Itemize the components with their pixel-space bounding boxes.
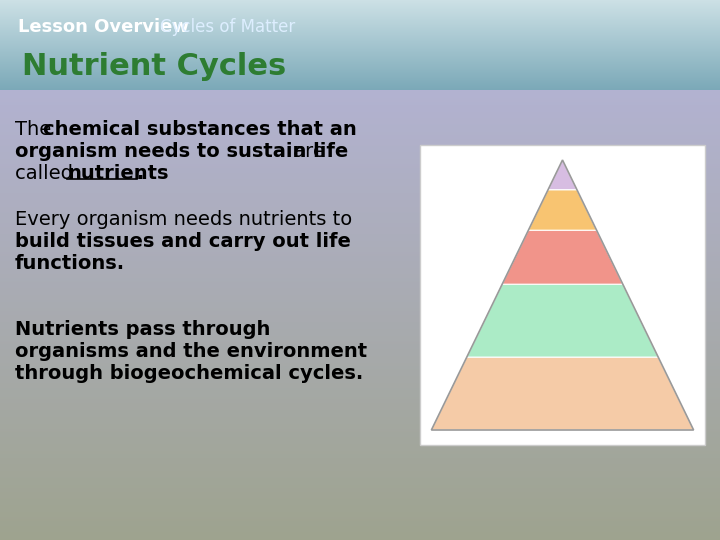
Text: Nutrient Cycles: Nutrient Cycles [22,52,287,81]
Text: chemical substances that an: chemical substances that an [43,120,356,139]
Polygon shape [467,284,658,357]
Text: Nutrients pass through: Nutrients pass through [15,320,271,339]
Bar [420,145,705,445]
Polygon shape [528,190,597,230]
Text: through biogeochemical cycles.: through biogeochemical cycles. [15,364,364,383]
Text: called: called [15,164,79,183]
Text: Lesson Overview: Lesson Overview [18,18,189,36]
Text: nutrients: nutrients [67,164,168,183]
Text: build tissues and carry out life: build tissues and carry out life [15,232,351,251]
Text: organisms and the environment: organisms and the environment [15,342,367,361]
Polygon shape [502,230,623,284]
Text: functions.: functions. [15,254,125,273]
Polygon shape [431,357,693,430]
Text: Every organism needs nutrients to: Every organism needs nutrients to [15,210,352,229]
Text: organism needs to sustain life: organism needs to sustain life [15,142,348,161]
Text: Cycles of Matter: Cycles of Matter [160,18,295,36]
Polygon shape [548,160,577,190]
Text: .: . [137,164,145,183]
Text: The: The [15,120,58,139]
Text: are: are [287,142,325,161]
